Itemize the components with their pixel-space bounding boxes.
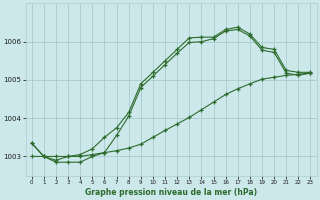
X-axis label: Graphe pression niveau de la mer (hPa): Graphe pression niveau de la mer (hPa) — [85, 188, 257, 197]
